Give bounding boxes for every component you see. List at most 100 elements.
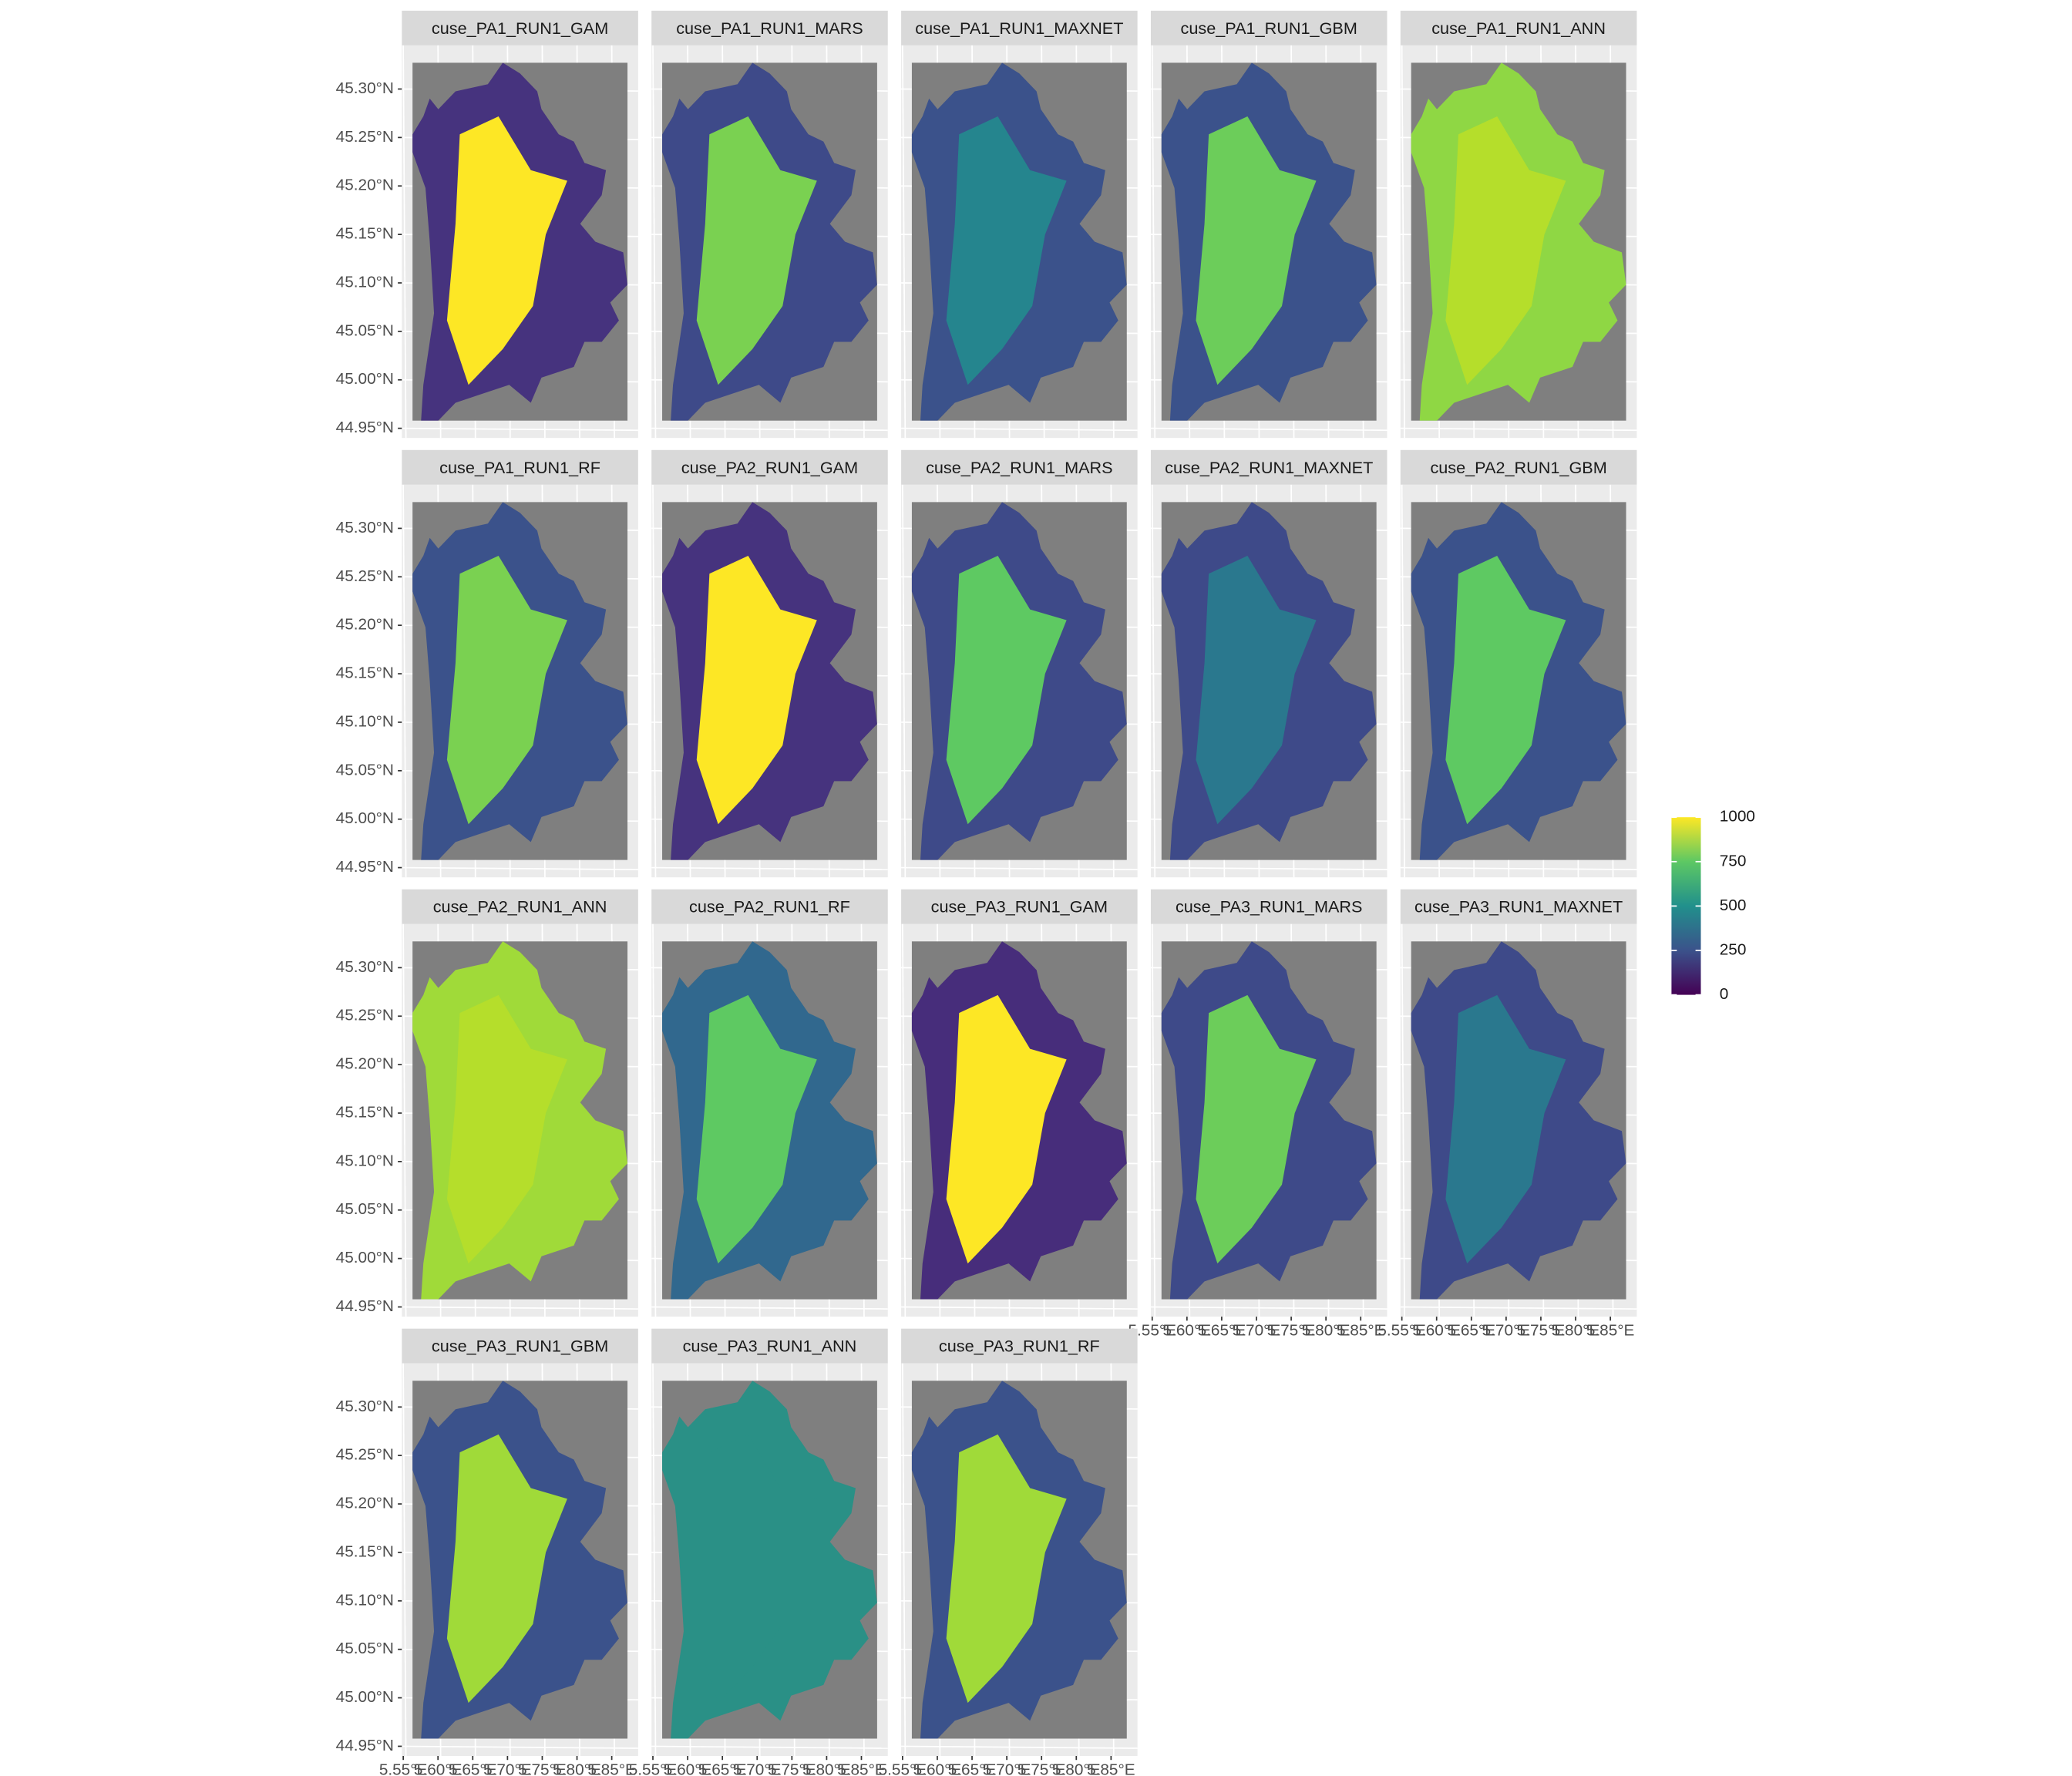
x-tick-label: 5.60°E (414, 1761, 462, 1776)
x-tick-label: 5.65°E (698, 1761, 747, 1776)
x-tick-label: 5.85°E (1337, 1322, 1385, 1340)
x-tick-label: 5.75°E (768, 1761, 816, 1776)
facet-title: cuse_PA1_RUN1_RF (439, 458, 600, 477)
facet-strip (1150, 889, 1388, 924)
x-tick-label: 5.60°E (913, 1761, 962, 1776)
facet-strip (1150, 10, 1388, 45)
y-tick-label: 45.15°N (336, 1103, 394, 1121)
x-tick-label: 5.80°E (802, 1761, 851, 1776)
y-tick-label: 45.25°N (336, 128, 394, 146)
x-tick-label: 5.85°E (1087, 1761, 1135, 1776)
raster-core (696, 555, 817, 825)
x-tick-label: 5.70°E (983, 1761, 1031, 1776)
grid-line (902, 1363, 906, 1757)
y-tick-label: 45.05°N (336, 321, 394, 339)
x-tick-label: 5.65°E (1448, 1322, 1496, 1340)
y-tick-label: 45.10°N (336, 712, 394, 730)
x-tick-label: 5.65°E (1198, 1322, 1246, 1340)
grid-line (402, 484, 407, 878)
x-tick-label: 5.70°E (483, 1761, 532, 1776)
grid-line (1151, 484, 1156, 878)
y-tick-label: 44.95°N (336, 419, 394, 436)
grid-line (652, 45, 657, 439)
facet-strip (402, 449, 638, 485)
raster-core (946, 555, 1067, 825)
grid-line (1151, 45, 1156, 439)
raster-core (1196, 994, 1317, 1264)
x-tick-label: 5.85°E (587, 1761, 636, 1776)
y-tick-label: 45.00°N (336, 1249, 394, 1266)
y-tick-label: 45.25°N (336, 1446, 394, 1464)
y-tick-label: 45.20°N (336, 1495, 394, 1512)
facet-title: cuse_PA2_RUN1_GBM (1430, 458, 1606, 477)
y-tick-label: 45.25°N (336, 1007, 394, 1024)
grid-line (1401, 45, 1405, 439)
x-tick-label: 5.80°E (1052, 1761, 1101, 1776)
facet-title: cuse_PA3_RUN1_GAM (931, 897, 1108, 917)
facet-strip (1400, 449, 1637, 485)
facet-strip (901, 10, 1138, 45)
grid-line (652, 484, 657, 878)
raster-core (446, 555, 567, 825)
y-tick-label: 45.15°N (336, 664, 394, 682)
x-tick-label: 5.75°E (1018, 1761, 1066, 1776)
facet-title: cuse_PA2_RUN1_ANN (433, 897, 607, 917)
facet-strip (402, 1328, 638, 1364)
y-tick-label: 45.20°N (336, 177, 394, 194)
y-tick-label: 45.25°N (336, 567, 394, 585)
x-tick-label: 5.85°E (837, 1761, 886, 1776)
x-tick-label: 5.55°E (379, 1761, 428, 1776)
x-tick-label: 5.85°E (1586, 1322, 1635, 1340)
raster-core (1445, 116, 1566, 385)
facet-title: cuse_PA3_RUN1_RF (939, 1337, 1100, 1356)
grid-line (402, 1363, 407, 1757)
x-tick-label: 5.70°E (1233, 1322, 1281, 1340)
legend-label: 0 (1720, 985, 1729, 1003)
facet-strip (1150, 449, 1388, 485)
raster-core (446, 116, 567, 385)
grid-line (902, 45, 906, 439)
x-tick-label: 5.65°E (449, 1761, 497, 1776)
raster-core (946, 1434, 1067, 1704)
facet-strip (651, 889, 888, 924)
grid-line (902, 484, 906, 878)
facet-strip (651, 10, 888, 45)
facet-strip (402, 889, 638, 924)
facet-strip (901, 1328, 1138, 1364)
grid-line (402, 45, 407, 439)
raster-core (1445, 994, 1566, 1264)
raster-core (1445, 555, 1566, 825)
y-tick-label: 45.10°N (336, 1152, 394, 1169)
facet-title: cuse_PA1_RUN1_GBM (1181, 18, 1357, 38)
y-tick-label: 45.15°N (336, 1542, 394, 1560)
facet-strip (901, 449, 1138, 485)
x-tick-label: 5.55°E (879, 1761, 927, 1776)
facet-title: cuse_PA3_RUN1_GBM (432, 1337, 608, 1356)
y-tick-label: 45.15°N (336, 225, 394, 243)
facet-title: cuse_PA2_RUN1_MARS (926, 458, 1113, 477)
raster-core (946, 116, 1067, 385)
x-tick-label: 5.60°E (1412, 1322, 1461, 1340)
facet-strip (651, 449, 888, 485)
facet-title: cuse_PA2_RUN1_GAM (681, 458, 858, 477)
y-tick-label: 45.10°N (336, 1591, 394, 1609)
legend-label: 500 (1720, 896, 1747, 914)
facet-strip (901, 889, 1138, 924)
y-tick-label: 45.20°N (336, 1055, 394, 1073)
grid-line (652, 1363, 657, 1757)
x-tick-label: 5.80°E (1552, 1322, 1600, 1340)
legend-label: 750 (1720, 852, 1747, 870)
x-tick-label: 5.80°E (553, 1761, 601, 1776)
facet-title: cuse_PA3_RUN1_MARS (1176, 897, 1363, 917)
y-tick-label: 45.00°N (336, 1688, 394, 1706)
facet-strip (651, 1328, 888, 1364)
legend-label: 1000 (1720, 808, 1755, 826)
y-tick-label: 45.30°N (336, 1398, 394, 1415)
y-tick-label: 45.10°N (336, 273, 394, 291)
facet-strip (402, 10, 638, 45)
facet-strip (1400, 889, 1637, 924)
y-tick-label: 45.30°N (336, 79, 394, 97)
facet-title: cuse_PA1_RUN1_MARS (676, 18, 863, 38)
grid-line (1401, 484, 1405, 878)
facet-title: cuse_PA2_RUN1_RF (689, 897, 850, 917)
